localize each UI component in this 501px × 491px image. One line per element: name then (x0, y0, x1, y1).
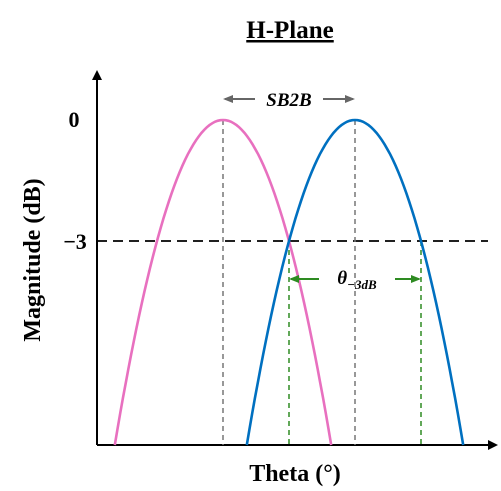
beamwidth-subscript: −3dB (347, 277, 377, 292)
series-blue-beam (245, 118, 465, 446)
beamwidth-symbol: θ (337, 268, 347, 289)
chart-title: H-Plane (246, 17, 334, 44)
y-axis-label: Magnitude (dB) (20, 178, 46, 341)
series-pink-beam (113, 118, 333, 446)
sb2b-label: SB2B (266, 90, 311, 111)
beamwidth-label: θ−3dB (337, 268, 377, 292)
x-axis-label: Theta (°) (249, 461, 341, 487)
y-tick-0: 0 (69, 107, 80, 132)
y-tick-minus3: −3 (63, 229, 87, 254)
